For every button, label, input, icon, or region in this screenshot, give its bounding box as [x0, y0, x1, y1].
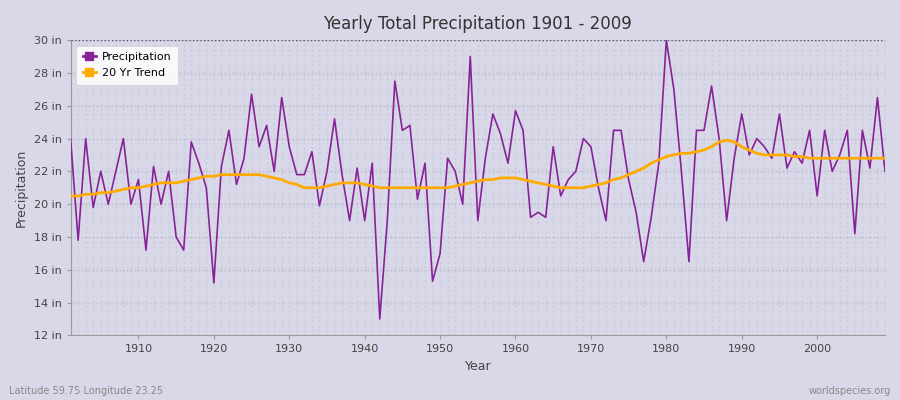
Title: Yearly Total Precipitation 1901 - 2009: Yearly Total Precipitation 1901 - 2009	[323, 15, 632, 33]
Text: worldspecies.org: worldspecies.org	[809, 386, 891, 396]
Y-axis label: Precipitation: Precipitation	[15, 149, 28, 227]
Text: Latitude 59.75 Longitude 23.25: Latitude 59.75 Longitude 23.25	[9, 386, 163, 396]
X-axis label: Year: Year	[464, 360, 491, 373]
Legend: Precipitation, 20 Yr Trend: Precipitation, 20 Yr Trend	[76, 46, 178, 84]
